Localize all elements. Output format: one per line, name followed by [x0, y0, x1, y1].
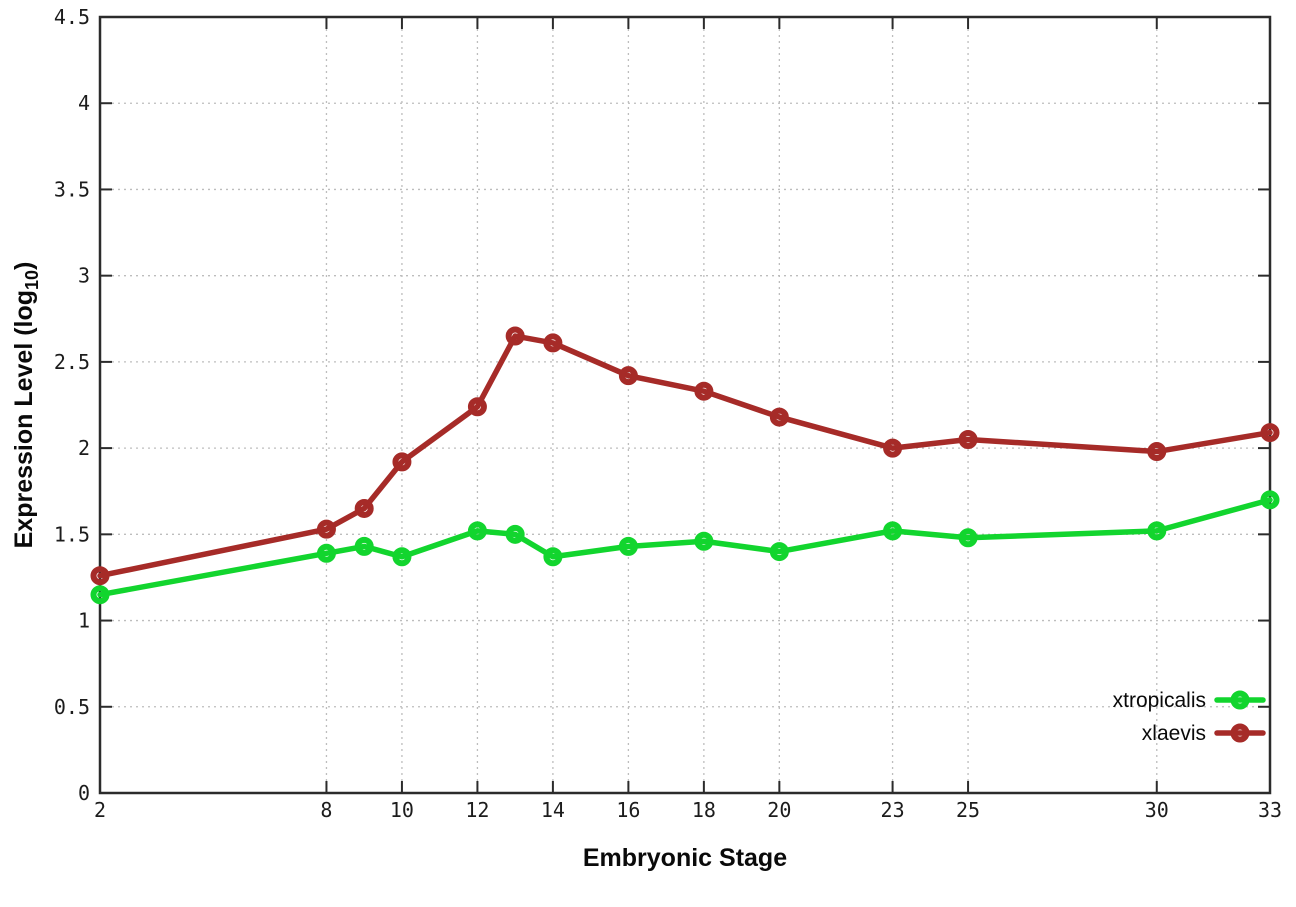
x-tick-label: 2 [94, 798, 106, 822]
data-point-xlaevis [694, 381, 714, 401]
y-tick-label: 4.5 [54, 5, 90, 29]
data-point-xlaevis [958, 429, 978, 449]
data-point-xtropicalis [316, 543, 336, 563]
x-tick-label: 33 [1258, 798, 1282, 822]
x-tick-label: 23 [881, 798, 905, 822]
series-line-xtropicalis [97, 497, 1273, 598]
data-point-xtropicalis [1147, 521, 1167, 541]
data-point-xlaevis [90, 566, 110, 586]
legend-label-xlaevis: xlaevis [1142, 722, 1206, 745]
x-tick-label: 10 [390, 798, 414, 822]
x-tick-label: 20 [767, 798, 791, 822]
y-tick-label: 0.5 [54, 695, 90, 719]
data-point-xlaevis [543, 333, 563, 353]
y-axis-title: Expression Level (log10) [10, 262, 42, 549]
data-point-xlaevis [354, 498, 374, 518]
y-tick-label: 0 [78, 781, 90, 805]
y-tick-label: 2.5 [54, 350, 90, 374]
x-axis-title: Embryonic Stage [583, 844, 787, 872]
legend-sample-marker-xlaevis [1230, 723, 1250, 743]
data-point-xtropicalis [90, 585, 110, 605]
data-point-xlaevis [467, 397, 487, 417]
data-point-xtropicalis [694, 531, 714, 551]
y-tick-label: 3.5 [54, 177, 90, 201]
data-point-xlaevis [505, 326, 525, 346]
x-tick-label: 25 [956, 798, 980, 822]
y-tick-label: 2 [78, 436, 90, 460]
data-point-xlaevis [392, 452, 412, 472]
x-tick-label: 16 [616, 798, 640, 822]
x-tick-label: 30 [1145, 798, 1169, 822]
data-point-xtropicalis [505, 524, 525, 544]
data-point-xlaevis [769, 407, 789, 427]
y-tick-label: 1.5 [54, 522, 90, 546]
legend-label-xtropicalis: xtropicalis [1113, 689, 1206, 712]
data-point-xtropicalis [958, 528, 978, 548]
y-tick-label: 4 [78, 91, 90, 115]
series-line-xlaevis [97, 333, 1273, 579]
data-point-xtropicalis [354, 536, 374, 556]
x-tick-label: 8 [320, 798, 332, 822]
plot-border [98, 15, 1272, 795]
legend-sample-marker-xtropicalis [1230, 690, 1250, 710]
y-tick-label: 3 [78, 264, 90, 288]
data-point-xlaevis [316, 519, 336, 539]
data-point-xlaevis [883, 438, 903, 458]
data-point-xtropicalis [618, 536, 638, 556]
data-point-xtropicalis [543, 547, 563, 567]
x-tick-label: 12 [465, 798, 489, 822]
x-tick-label: 18 [692, 798, 716, 822]
x-tick-label: 14 [541, 798, 565, 822]
data-point-xtropicalis [392, 547, 412, 567]
data-point-xlaevis [1260, 423, 1280, 443]
data-point-xtropicalis [883, 521, 903, 541]
data-point-xtropicalis [769, 542, 789, 562]
data-point-xtropicalis [467, 521, 487, 541]
y-tick-label: 1 [78, 609, 90, 633]
data-point-xlaevis [1147, 442, 1167, 462]
data-point-xlaevis [618, 366, 638, 386]
data-point-xtropicalis [1260, 490, 1280, 510]
